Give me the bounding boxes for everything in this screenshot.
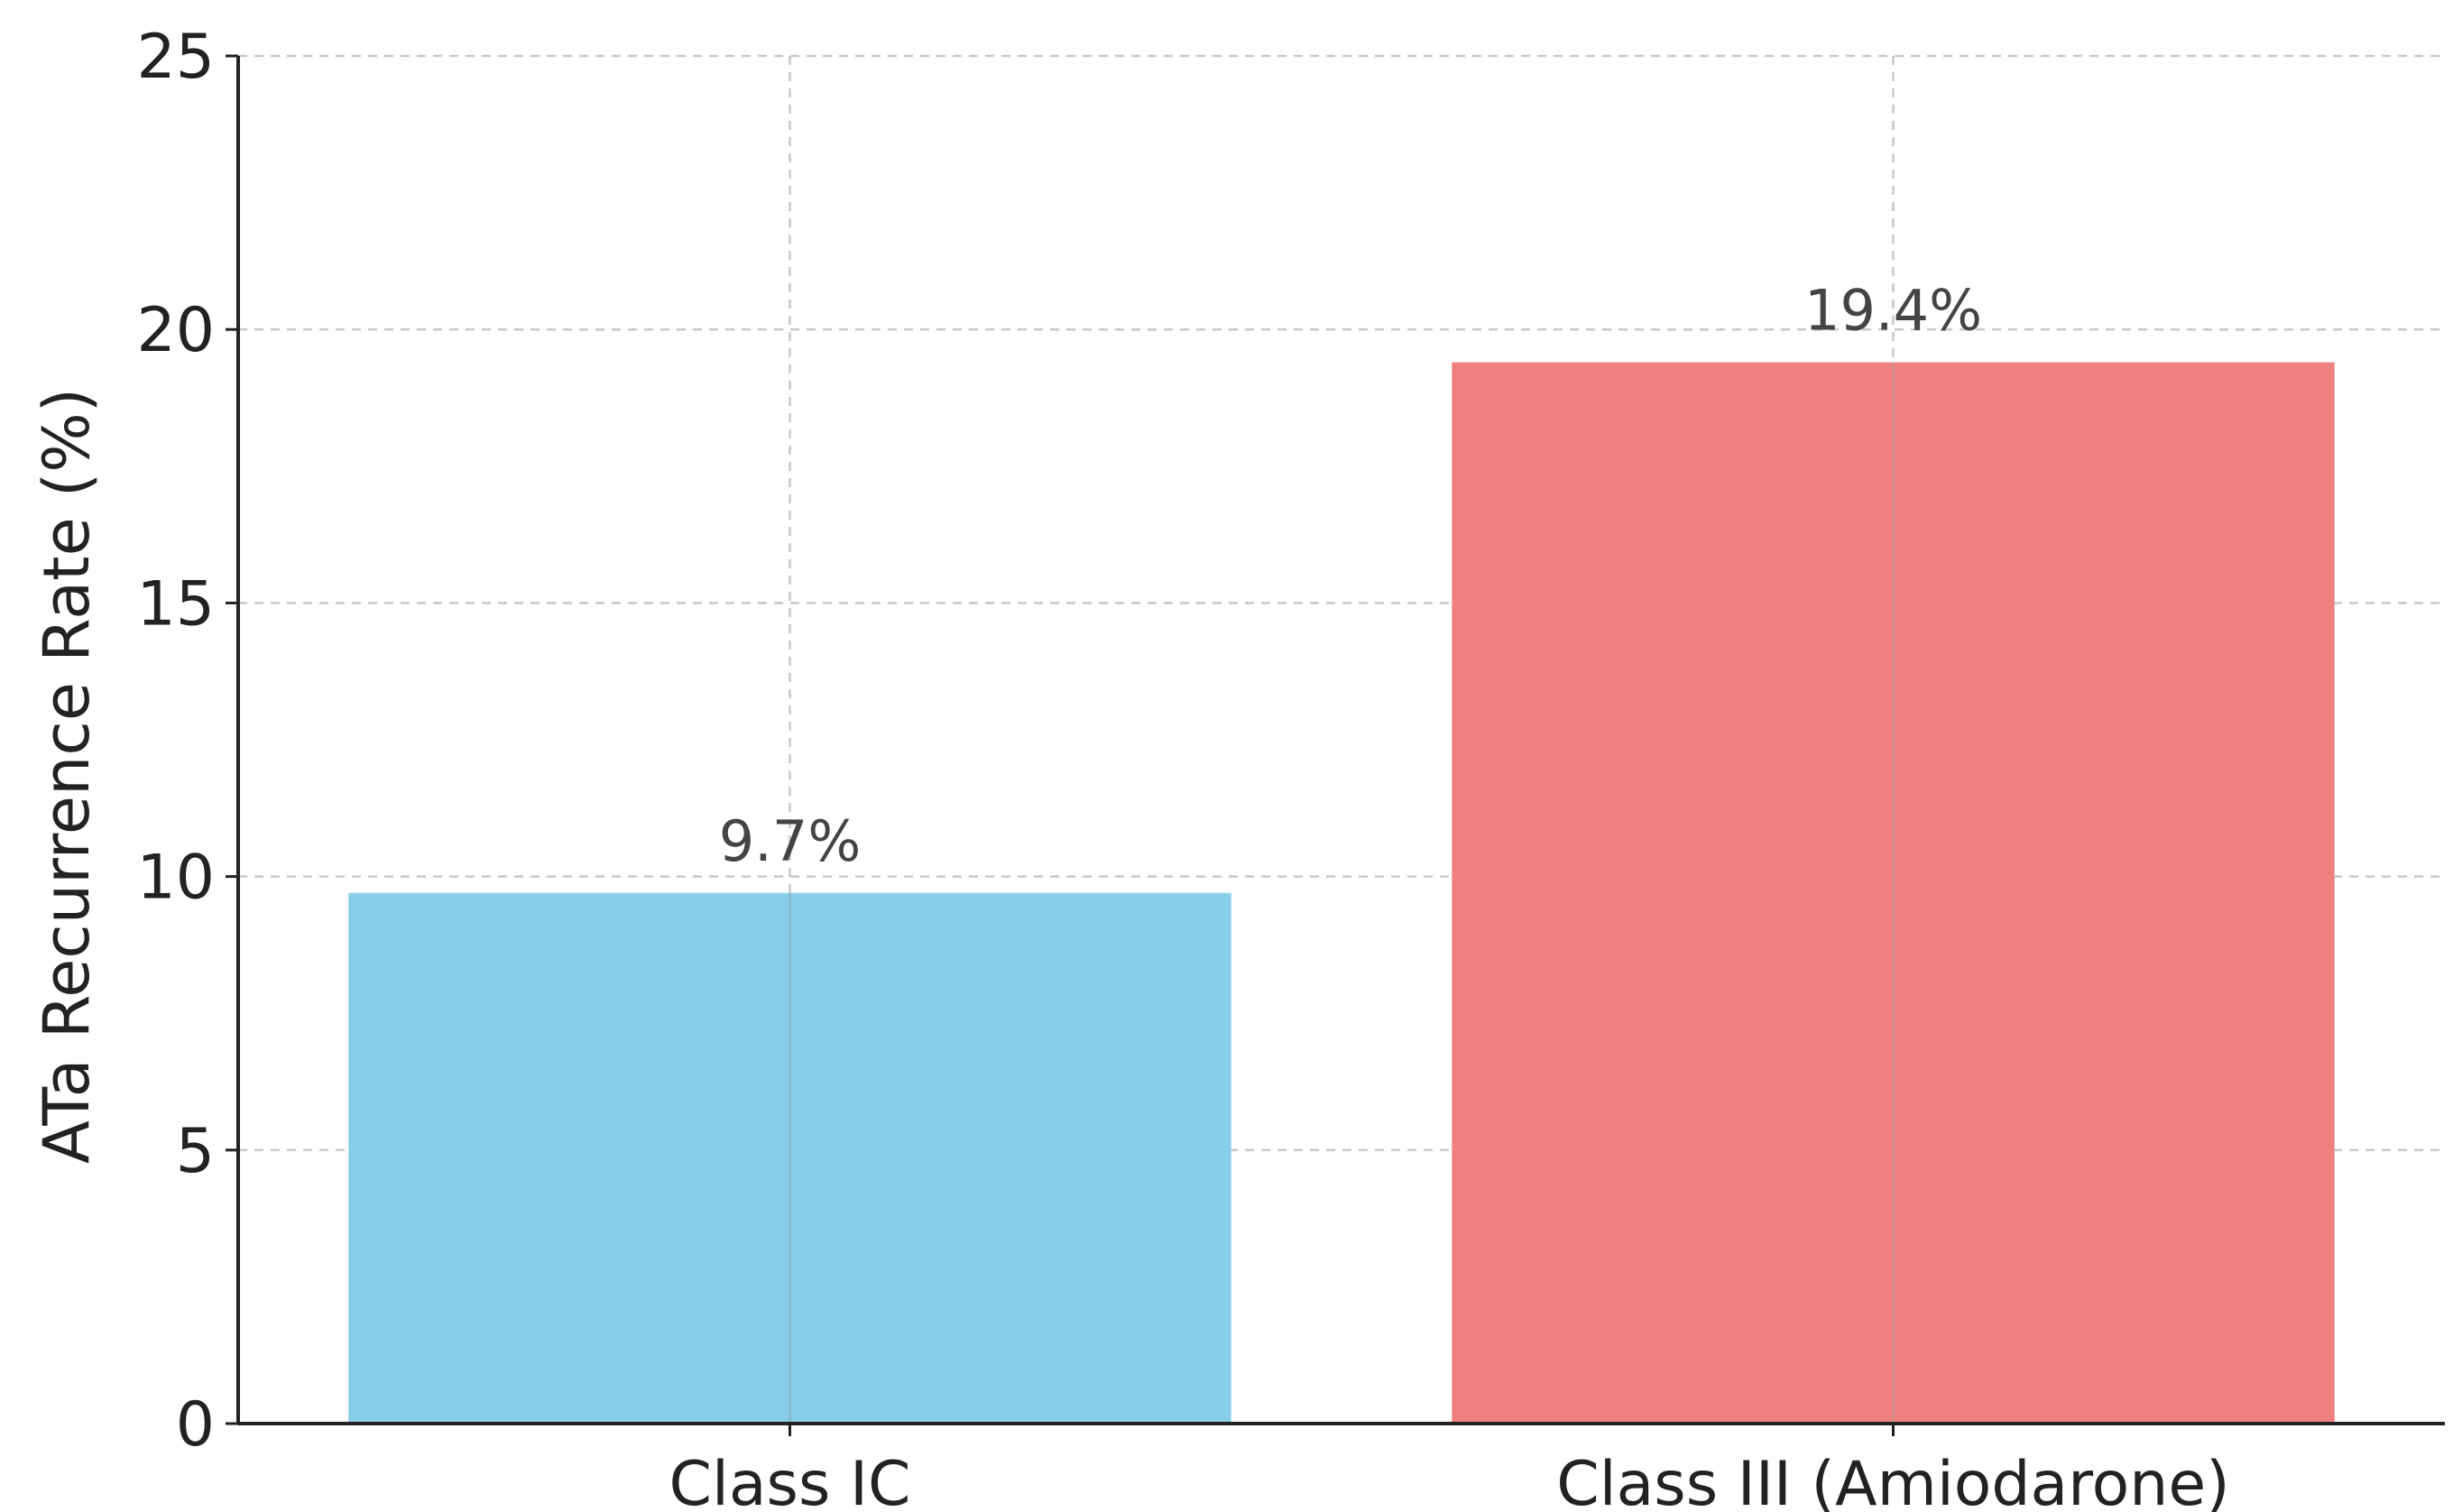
y-tick-label: 15 bbox=[136, 568, 215, 640]
y-tick-label: 25 bbox=[136, 22, 215, 93]
x-tick-label: Class IC bbox=[669, 1449, 910, 1512]
bars bbox=[348, 362, 2335, 1424]
bar-value-label: 19.4% bbox=[1804, 278, 1982, 344]
y-tick-label: 20 bbox=[136, 295, 215, 366]
bar bbox=[1452, 362, 2335, 1424]
data-labels: 9.7% 19.4% bbox=[719, 278, 1982, 874]
y-tick-label: 5 bbox=[176, 1116, 215, 1187]
bar-value-label: 9.7% bbox=[719, 808, 862, 874]
y-tick-label: 10 bbox=[136, 843, 215, 914]
bar bbox=[348, 892, 1231, 1424]
y-tick-label: 0 bbox=[176, 1389, 215, 1461]
x-tick-label: Class III (Amiodarone) bbox=[1556, 1449, 2229, 1512]
ticks: 0 5 10 15 20 25 Class IC Class III (Amiodarone) bbox=[136, 22, 2229, 1512]
axes bbox=[236, 56, 2445, 1425]
y-axis-title: ATa Recurrence Rate (%) bbox=[30, 388, 104, 1164]
